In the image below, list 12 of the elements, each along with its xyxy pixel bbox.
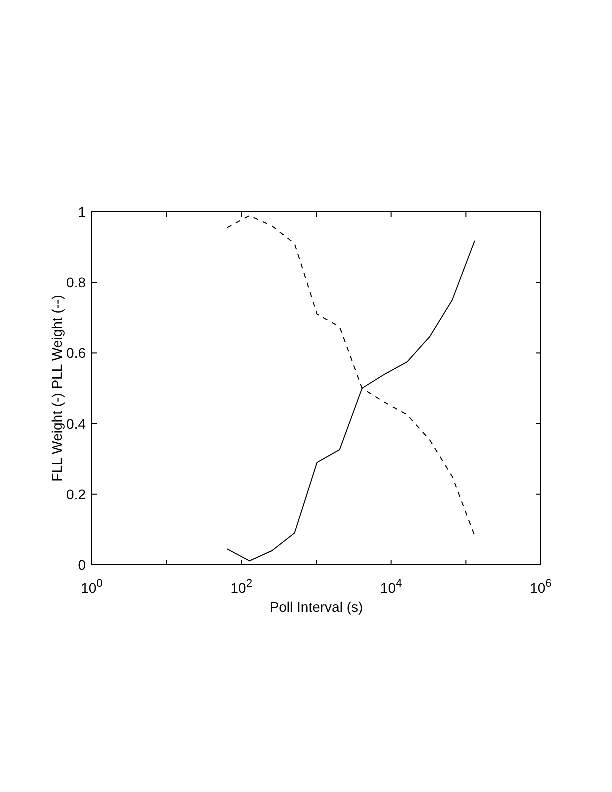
y-axis-title: FLL Weight (-) PLL Weight (--): [49, 295, 65, 482]
y-tick-label: 0.4: [66, 416, 86, 432]
x-tick-label: 10$^{4}$: [380, 578, 402, 596]
x-tick-label: 10$^{2}$: [230, 578, 253, 596]
x-tick-label: 10$^{0}$: [81, 578, 103, 596]
x-tick-label: 10$^{6}$: [530, 578, 552, 596]
y-tick-label: 0: [78, 557, 86, 573]
x-axis-title: Poll Interval (s): [270, 599, 364, 615]
y-tick-label: 0.2: [66, 486, 86, 502]
y-tick-label: 0.6: [66, 345, 86, 362]
y-tick-label: 0.8: [66, 274, 86, 291]
y-tick-label: 1: [78, 204, 86, 220]
